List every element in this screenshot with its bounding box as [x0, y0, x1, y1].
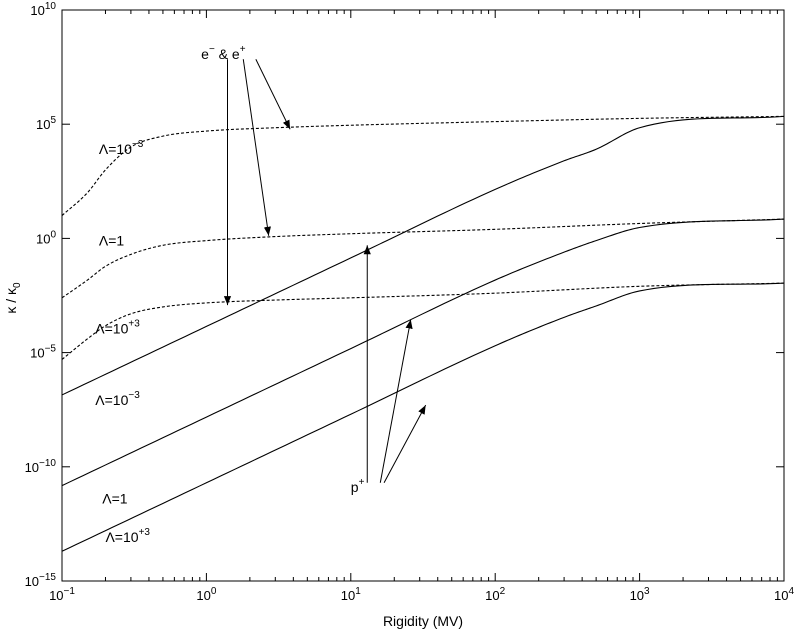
x-tick-label: 100	[196, 586, 216, 603]
y-tick-label: 100	[36, 229, 56, 246]
annotation-arrow	[242, 59, 271, 236]
annotation-p-lam-m3: Λ=10−3	[95, 390, 140, 408]
series-line-p-4	[61, 218, 785, 487]
y-tick-label: 10−5	[30, 344, 56, 361]
series-group	[61, 115, 785, 552]
ticks: 10−1 100 101 102 103 104 10−15 10−10 10−5 100 105 1…	[25, 1, 795, 603]
y-axis-label-sub: 0	[12, 282, 23, 288]
series-line-e-0	[61, 115, 785, 216]
annotation-e-lam-p3: Λ=10+3	[95, 318, 140, 336]
axis-labels: Rigidity (MV) κ / κ0	[3, 282, 463, 629]
x-axis-label: Rigidity (MV)	[383, 613, 463, 629]
series-line-e-1	[61, 218, 785, 299]
x-tick-label: 10−1	[49, 586, 75, 603]
y-tick-label: 10−15	[25, 572, 57, 589]
annotation-arrow	[379, 319, 413, 483]
x-tick-label: 104	[774, 586, 794, 603]
x-tick-label: 101	[341, 586, 361, 603]
series-line-p-5	[61, 282, 785, 552]
y-axis-label-main: κ / κ	[3, 287, 19, 314]
annotation-p-lam-p3: Λ=10+3	[105, 527, 150, 545]
y-tick-label: 1010	[30, 1, 56, 18]
annotation-p-lam-1: Λ=1	[102, 490, 128, 506]
annotation-p-label: p+	[351, 477, 365, 495]
annotation-arrow	[255, 58, 291, 130]
x-tick-label: 102	[485, 586, 505, 603]
series-line-e-2	[61, 282, 785, 360]
annotation-e-lam-1: Λ=1	[99, 232, 125, 248]
y-tick-label: 10−10	[25, 458, 57, 475]
series-line-p-3	[61, 115, 785, 396]
annotation-e-label: e− & e+	[201, 44, 246, 62]
annotation-arrow	[383, 404, 427, 484]
x-tick-label: 103	[630, 586, 650, 603]
y-axis-label: κ / κ0	[3, 282, 23, 314]
annotations-group: e− & e+ Λ=10−3 Λ=1 Λ=10+3 Λ=10−3 Λ=1 Λ=10+3 p+	[95, 44, 364, 545]
plot-frame	[61, 9, 785, 582]
arrows-group	[223, 58, 427, 484]
annotation-e-lam-m3: Λ=10−3	[99, 139, 144, 157]
y-tick-label: 105	[36, 115, 56, 132]
